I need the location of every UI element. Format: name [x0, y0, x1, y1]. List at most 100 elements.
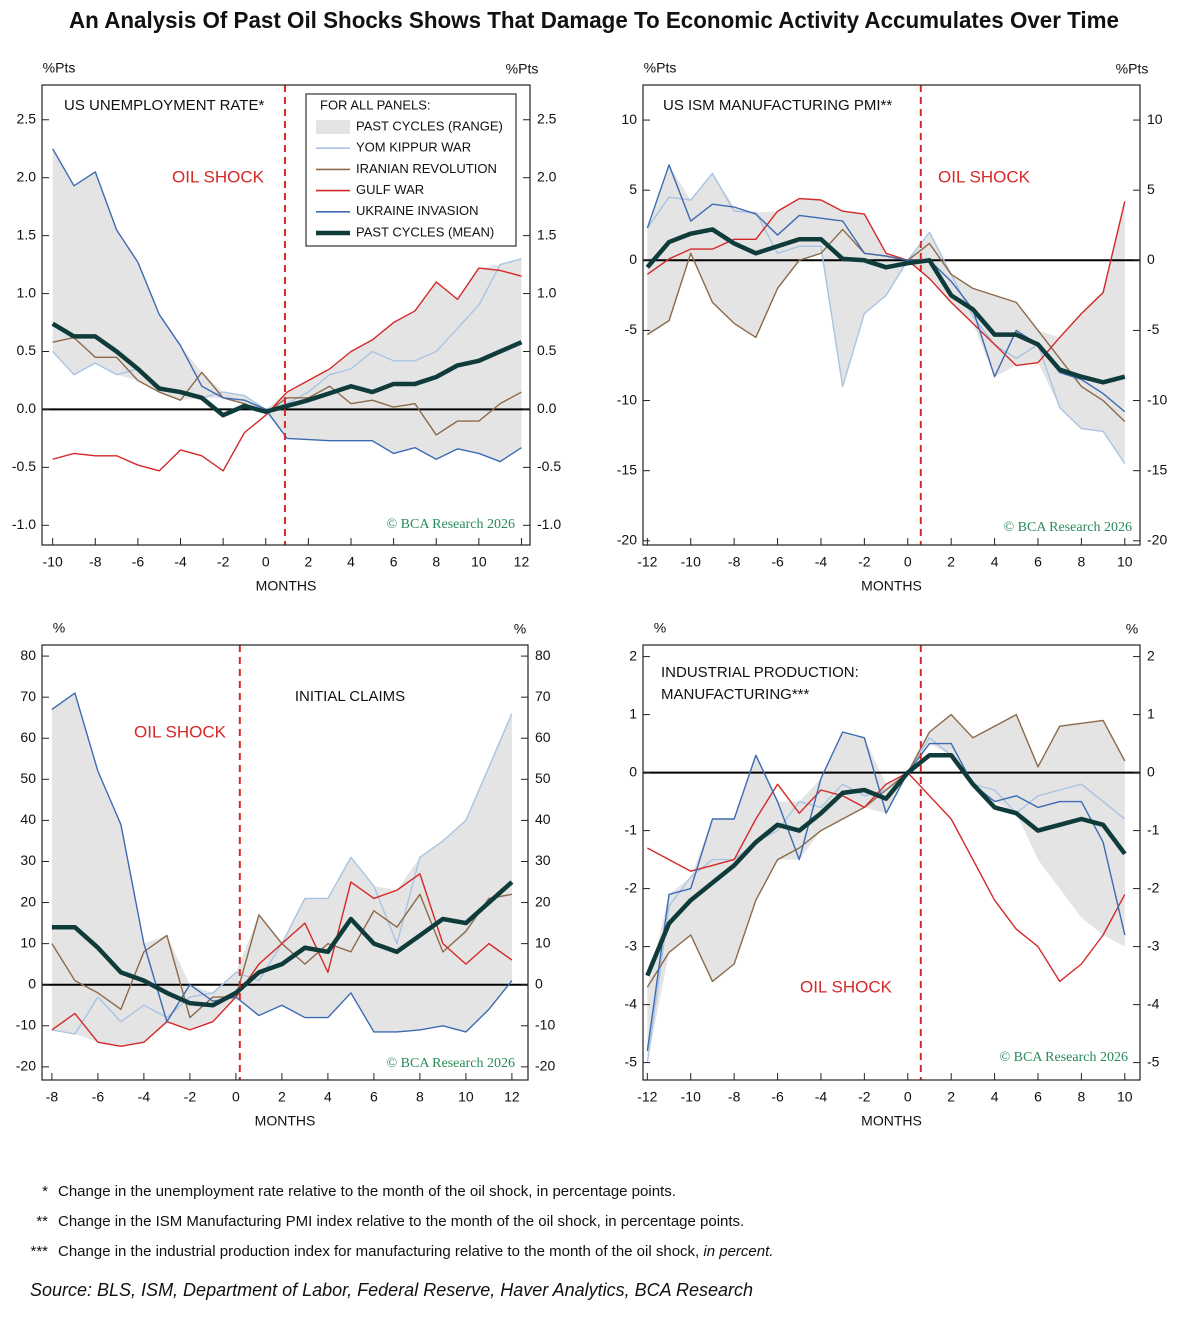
- y-tick-label: -0.5: [12, 458, 36, 474]
- y2-tick-label: 0: [1147, 251, 1155, 267]
- y-tick-label: -20: [16, 1058, 36, 1074]
- y-tick-label: 0: [28, 975, 36, 991]
- legend-label: IRANIAN REVOLUTION: [356, 161, 497, 176]
- y2-tick-label: 0.5: [537, 342, 557, 358]
- y-tick-label: 5: [629, 181, 637, 197]
- figure-title: An Analysis Of Past Oil Shocks Shows Tha…: [69, 7, 1119, 33]
- footnote-mark: *: [42, 1183, 48, 1200]
- x-tick-label: 0: [262, 554, 270, 570]
- x-tick-label: 8: [416, 1089, 424, 1105]
- x-tick-label: 12: [514, 554, 530, 570]
- y-tick-label: 20: [20, 893, 36, 909]
- oil-shock-label: OIL SHOCK: [172, 167, 265, 186]
- watermark: © BCA Research 2026: [387, 1056, 515, 1071]
- footnote-text: Change in the industrial production inde…: [58, 1243, 773, 1260]
- y2-tick-label: -1: [1147, 821, 1160, 837]
- x-tick-label: -6: [132, 554, 145, 570]
- x-tick-label: 6: [1034, 1089, 1042, 1105]
- y2-tick-label: -20: [535, 1058, 555, 1074]
- x-tick-label: -8: [89, 554, 102, 570]
- panel-title: MANUFACTURING***: [661, 686, 810, 703]
- x-tick-label: 8: [1078, 1089, 1086, 1105]
- x-tick-label: -6: [771, 1089, 784, 1105]
- oil-shock-label: OIL SHOCK: [134, 722, 227, 741]
- plot-frame: [41, 644, 529, 1081]
- x-tick-label: -2: [858, 554, 871, 570]
- y-tick-label: 50: [20, 770, 36, 786]
- x-tick-label: -8: [46, 1089, 59, 1105]
- watermark: © BCA Research 2026: [1004, 520, 1132, 535]
- series-line: [52, 267, 522, 472]
- range-band: [647, 164, 1125, 464]
- source: Source: BLS, ISM, Department of Labor, F…: [30, 1280, 753, 1300]
- legend-label: PAST CYCLES (RANGE): [356, 118, 503, 133]
- x-tick-label: -12: [637, 554, 657, 570]
- x-tick-label: -4: [174, 554, 187, 570]
- y-tick-label: 10: [20, 934, 36, 950]
- x-tick-label: 10: [1117, 1089, 1133, 1105]
- x-tick-label: -4: [138, 1089, 151, 1105]
- y-tick-label: 0: [629, 251, 637, 267]
- x-tick-label: 6: [390, 554, 398, 570]
- y-tick-label: 1: [629, 705, 637, 721]
- x-tick-label: 10: [471, 554, 487, 570]
- x-tick-label: 0: [904, 554, 912, 570]
- plot-frame: [41, 84, 531, 546]
- y2-tick-label: 1.5: [537, 226, 557, 242]
- series-line: [51, 321, 523, 418]
- y2-tick-label: 0.0: [537, 400, 557, 416]
- y2-tick-label: 10: [535, 934, 551, 950]
- x-tick-label: 6: [370, 1089, 378, 1105]
- x-axis-label: MONTHS: [861, 1113, 922, 1129]
- y-tick-label: 1.5: [17, 226, 37, 242]
- y-tick-label: 2.0: [17, 168, 37, 184]
- x-axis-label: MONTHS: [255, 1113, 316, 1129]
- y2-tick-label: -2: [1147, 879, 1160, 895]
- x-tick-label: -10: [43, 554, 63, 570]
- y2-tick-label: 2: [1147, 647, 1155, 663]
- x-tick-label: 12: [504, 1089, 520, 1105]
- series-line: [51, 880, 514, 1008]
- y-unit: %: [53, 620, 65, 636]
- x-tick-label: 4: [991, 554, 999, 570]
- y2-tick-label: 20: [535, 893, 551, 909]
- y2-tick-label: -15: [1147, 461, 1167, 477]
- oil-shock-label: OIL SHOCK: [938, 167, 1031, 186]
- y2-tick-label: 1.0: [537, 284, 557, 300]
- y-tick-label: 80: [20, 647, 36, 663]
- y2-tick-label: -10: [1147, 391, 1167, 407]
- series-line: [645, 227, 1126, 385]
- x-axis-label: MONTHS: [256, 578, 317, 594]
- y-tick-label: -15: [617, 461, 637, 477]
- x-tick-label: -6: [92, 1089, 105, 1105]
- y-tick-label: -2: [625, 879, 638, 895]
- panel-title: INDUSTRIAL PRODUCTION:: [661, 664, 859, 681]
- x-tick-label: 2: [278, 1089, 286, 1105]
- y2-tick-label: -5: [1147, 1053, 1160, 1069]
- footnote-body: Change in the industrial production inde…: [58, 1243, 699, 1260]
- x-tick-label: -6: [771, 554, 784, 570]
- y2-unit: %: [1126, 621, 1138, 637]
- y-tick-label: -10: [16, 1016, 36, 1032]
- x-tick-label: 2: [947, 554, 955, 570]
- y2-unit: %: [514, 621, 526, 637]
- plot-frame: [642, 84, 1141, 546]
- series-line: [51, 692, 513, 1033]
- x-tick-label: 8: [1078, 554, 1086, 570]
- y2-tick-label: -10: [535, 1016, 555, 1032]
- watermark: © BCA Research 2026: [1000, 1050, 1128, 1065]
- footnote-body: Change in the ISM Manufacturing PMI inde…: [58, 1213, 744, 1230]
- y-unit: %Pts: [43, 60, 76, 76]
- legend-label: UKRAINE INVASION: [356, 203, 479, 218]
- x-tick-label: -4: [815, 554, 828, 570]
- range-band: [647, 714, 1125, 1063]
- y2-tick-label: 0: [535, 975, 543, 991]
- y2-tick-label: 1: [1147, 705, 1155, 721]
- x-tick-label: -2: [858, 1089, 871, 1105]
- series-line: [646, 172, 1126, 465]
- footnote-text: Change in the ISM Manufacturing PMI inde…: [58, 1213, 744, 1230]
- y-tick-label: 30: [20, 852, 36, 868]
- y-unit: %Pts: [644, 60, 677, 76]
- legend-label: PAST CYCLES (MEAN): [356, 224, 494, 239]
